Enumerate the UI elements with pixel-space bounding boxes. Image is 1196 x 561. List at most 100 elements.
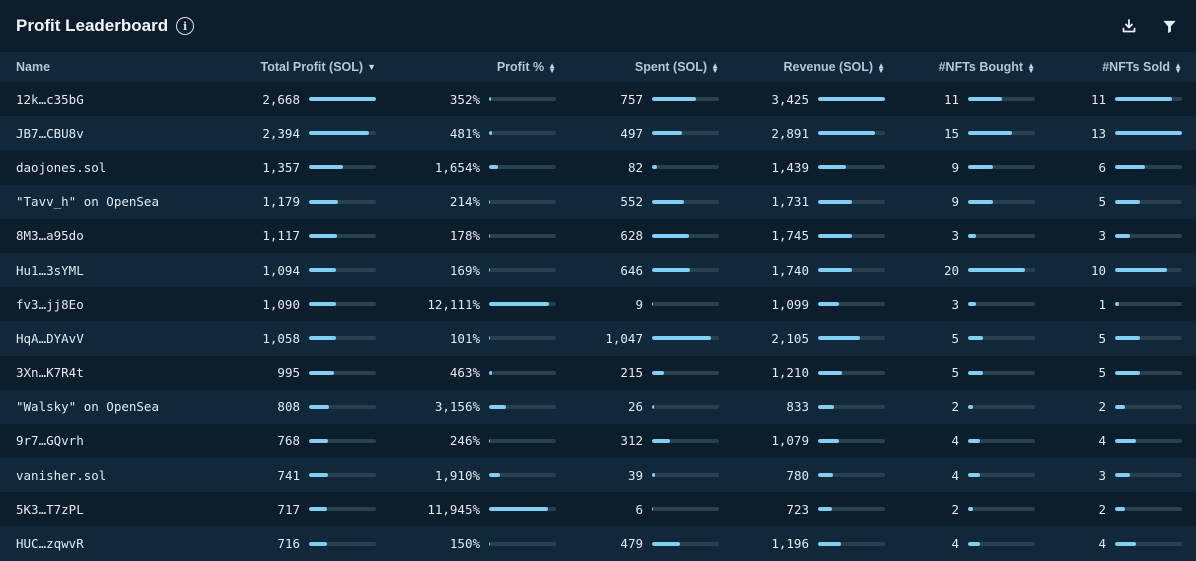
value-bar-fill bbox=[818, 541, 842, 546]
cell-value: 215 bbox=[620, 365, 643, 381]
cell-value: 9 bbox=[951, 194, 959, 210]
cell-value: 1 bbox=[1098, 296, 1106, 312]
cell-revenue: 1,210 bbox=[733, 356, 899, 390]
value-bar-track bbox=[489, 165, 556, 170]
cell-profit-pct: 3,156% bbox=[390, 390, 570, 424]
wallet-name[interactable]: HUC…zqwvR bbox=[16, 536, 84, 552]
cell-profit-pct: 246% bbox=[390, 424, 570, 458]
value-bar-track bbox=[968, 370, 1035, 375]
value-bar-track bbox=[968, 302, 1035, 307]
value-bar-track bbox=[652, 199, 719, 204]
wallet-name[interactable]: 9r7…GQvrh bbox=[16, 433, 84, 449]
table-row[interactable]: 8M3…a95do 1,117 178% 628 1,745 3 3 bbox=[0, 218, 1196, 253]
wallet-name[interactable]: 5K3…T7zPL bbox=[16, 501, 84, 517]
value-bar-track bbox=[489, 97, 556, 102]
cell-value: 11,945% bbox=[427, 501, 480, 517]
value-bar-track bbox=[309, 233, 376, 238]
table-row[interactable]: fv3…jj8Eo 1,090 12,111% 9 1,099 3 1 bbox=[0, 287, 1196, 322]
sort-icon[interactable]: ▲ ▼ bbox=[1174, 60, 1182, 75]
cell-value: 3,425 bbox=[771, 91, 809, 107]
table-row[interactable]: 3Xn…K7R4t 995 463% 215 1,210 5 5 bbox=[0, 355, 1196, 390]
info-icon[interactable]: i bbox=[176, 17, 195, 35]
table-row[interactable]: "Tavv_h" on OpenSea 1,179 214% 552 1,731 9 5 bbox=[0, 184, 1196, 219]
wallet-name[interactable]: "Tavv_h" on OpenSea bbox=[16, 194, 159, 210]
cell-value: 2 bbox=[951, 399, 959, 415]
cell-spent: 552 bbox=[570, 185, 733, 219]
column-header-spent[interactable]: Spent (SOL) ▲ ▼ bbox=[570, 52, 733, 82]
cell-value: 5 bbox=[1098, 194, 1106, 210]
column-header-nfts-bought[interactable]: #NFTs Bought ▲ ▼ bbox=[899, 52, 1049, 82]
wallet-name[interactable]: HqA…DYAvV bbox=[16, 330, 84, 346]
table-row[interactable]: daojones.sol 1,357 1,654% 82 1,439 9 6 bbox=[0, 150, 1196, 185]
cell-value: 1,196 bbox=[771, 536, 809, 552]
value-bar-fill bbox=[309, 404, 330, 409]
wallet-name[interactable]: 12k…c35bG bbox=[16, 91, 84, 107]
value-bar-fill bbox=[652, 165, 658, 170]
cell-value: 11 bbox=[1090, 91, 1106, 107]
wallet-name[interactable]: 8M3…a95do bbox=[16, 228, 84, 244]
cell-sold: 5 bbox=[1049, 356, 1196, 390]
value-bar-fill bbox=[652, 370, 665, 375]
table-row[interactable]: vanisher.sol 741 1,910% 39 780 4 3 bbox=[0, 458, 1196, 493]
table-row[interactable]: HUC…zqwvR 716 150% 479 1,196 4 4 bbox=[0, 526, 1196, 561]
sort-desc-icon[interactable]: ▼ bbox=[367, 62, 376, 72]
table-row[interactable]: 9r7…GQvrh 768 246% 312 1,079 4 4 bbox=[0, 423, 1196, 459]
sort-icon[interactable]: ▲ ▼ bbox=[548, 60, 556, 75]
value-bar-track bbox=[489, 131, 556, 136]
sort-icon[interactable]: ▲ ▼ bbox=[877, 60, 885, 75]
table-row[interactable]: 5K3…T7zPL 717 11,945% 6 723 2 2 bbox=[0, 492, 1196, 527]
table-row[interactable]: JB7…CBU8v 2,394 481% 497 2,891 15 13 bbox=[0, 116, 1196, 151]
value-bar-fill bbox=[968, 404, 974, 409]
table-row[interactable]: "Walsky" on OpenSea 808 3,156% 26 833 2 2 bbox=[0, 389, 1196, 424]
cell-value: 497 bbox=[620, 125, 643, 141]
cell-value: 11 bbox=[943, 91, 959, 107]
column-header-label: Name bbox=[16, 60, 51, 74]
cell-profit-pct: 11,945% bbox=[390, 492, 570, 526]
value-bar-track bbox=[309, 473, 376, 478]
sort-icon[interactable]: ▲ ▼ bbox=[711, 60, 719, 75]
download-icon[interactable] bbox=[1120, 17, 1138, 35]
value-bar-track bbox=[309, 336, 376, 341]
cell-profit: 1,058 bbox=[210, 321, 390, 355]
wallet-name[interactable]: "Walsky" on OpenSea bbox=[16, 399, 159, 415]
column-header-name[interactable]: Name bbox=[0, 52, 210, 82]
cell-value: 3 bbox=[1098, 467, 1106, 483]
value-bar-fill bbox=[489, 370, 492, 375]
value-bar-track bbox=[1115, 404, 1182, 409]
value-bar-fill bbox=[1115, 404, 1126, 409]
table-row[interactable]: 12k…c35bG 2,668 352% 757 3,425 11 11 bbox=[0, 82, 1196, 117]
wallet-name[interactable]: 3Xn…K7R4t bbox=[16, 365, 84, 381]
value-bar-track bbox=[309, 404, 376, 409]
wallet-name[interactable]: JB7…CBU8v bbox=[16, 125, 84, 141]
value-bar-fill bbox=[489, 199, 491, 204]
wallet-name[interactable]: daojones.sol bbox=[16, 159, 107, 175]
table-row[interactable]: Hu1…3sYML 1,094 169% 646 1,740 20 10 bbox=[0, 252, 1196, 288]
value-bar-track bbox=[818, 97, 885, 102]
cell-bought: 4 bbox=[899, 424, 1049, 458]
cell-bought: 2 bbox=[899, 390, 1049, 424]
value-bar-track bbox=[1115, 541, 1182, 546]
wallet-name[interactable]: vanisher.sol bbox=[16, 467, 107, 483]
cell-profit: 741 bbox=[210, 458, 390, 492]
column-header-total-profit[interactable]: Total Profit (SOL) ▼ bbox=[210, 52, 390, 82]
wallet-name[interactable]: fv3…jj8Eo bbox=[16, 296, 84, 312]
value-bar-track bbox=[968, 541, 1035, 546]
filter-icon[interactable] bbox=[1160, 17, 1178, 35]
sort-icon[interactable]: ▲ ▼ bbox=[1027, 60, 1035, 75]
value-bar-track bbox=[1115, 97, 1182, 102]
column-header-revenue[interactable]: Revenue (SOL) ▲ ▼ bbox=[733, 52, 899, 82]
column-header-nfts-sold[interactable]: #NFTs Sold ▲ ▼ bbox=[1049, 52, 1196, 82]
cell-value: 6 bbox=[1098, 159, 1106, 175]
cell-revenue: 2,891 bbox=[733, 116, 899, 150]
wallet-name[interactable]: Hu1…3sYML bbox=[16, 262, 84, 278]
cell-value: 169% bbox=[449, 262, 480, 278]
column-header-profit-pct[interactable]: Profit % ▲ ▼ bbox=[390, 52, 570, 82]
cell-spent: 646 bbox=[570, 253, 733, 287]
value-bar-track bbox=[489, 233, 556, 238]
cell-value: 10 bbox=[1090, 262, 1106, 278]
table-row[interactable]: HqA…DYAvV 1,058 101% 1,047 2,105 5 5 bbox=[0, 321, 1196, 356]
value-bar-fill bbox=[818, 131, 875, 136]
table-body: 12k…c35bG 2,668 352% 757 3,425 11 11 JB7…CBU8v 2… bbox=[0, 82, 1196, 561]
cell-bought: 9 bbox=[899, 185, 1049, 219]
